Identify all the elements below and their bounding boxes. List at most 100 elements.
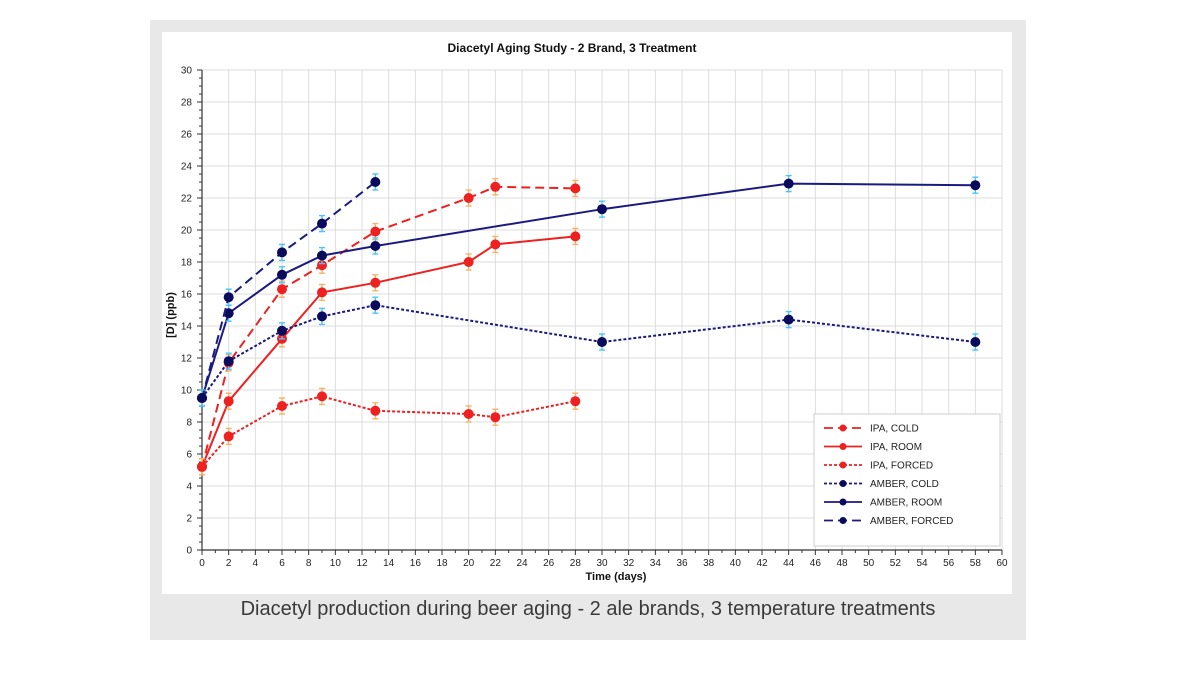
diacetyl-line-chart: 0 2 4 6 8 10 12 14 16 18 20 22 24 26 28 30 32 34 36 38 40 42 4… — [165, 41, 1008, 583]
data-point — [223, 356, 234, 367]
data-point — [197, 461, 207, 472]
chart-title: Diacetyl Aging Study - 2 Brand, 3 Treatm… — [448, 41, 697, 55]
data-point — [277, 401, 287, 411]
x-tick-label: 26 — [543, 558, 555, 569]
legend-label: IPA, FORCED — [870, 461, 933, 472]
data-point — [317, 250, 327, 261]
series-line — [201, 304, 976, 399]
series-amber-room — [197, 174, 981, 407]
series-line — [201, 182, 976, 399]
data-point — [277, 269, 287, 280]
x-tick-label: 10 — [330, 558, 342, 569]
data-point — [370, 300, 381, 311]
x-tick-label: 36 — [676, 558, 688, 569]
data-point — [370, 226, 381, 237]
figure-panel: 0 2 4 6 8 10 12 14 16 18 20 22 24 26 28 30 32 34 36 38 40 42 4… — [150, 20, 1026, 640]
x-tick-label: 50 — [863, 558, 875, 569]
legend-item: IPA, ROOM — [824, 442, 922, 453]
y-tick-label: 18 — [181, 258, 193, 269]
x-tick-label: 56 — [943, 558, 955, 569]
figure-caption: Diacetyl production during beer aging - … — [240, 598, 936, 620]
legend-swatch-marker — [839, 480, 847, 487]
y-tick-label: 12 — [181, 354, 193, 365]
data-point — [370, 405, 381, 416]
data-point — [317, 260, 327, 271]
data-point — [223, 431, 234, 442]
data-point — [370, 241, 381, 251]
data-point — [317, 218, 327, 229]
legend-label: IPA, ROOM — [870, 442, 922, 453]
data-point — [570, 396, 581, 407]
legend-box — [813, 413, 1001, 547]
x-tick-label: 4 — [253, 558, 259, 569]
x-tick-label: 8 — [306, 558, 312, 569]
y-tick-label: 8 — [186, 418, 192, 429]
x-tick-label: 18 — [436, 558, 448, 569]
x-tick-label: 0 — [199, 558, 205, 569]
legend-item: IPA, COLD — [824, 424, 919, 435]
data-point — [277, 247, 287, 258]
data-point — [597, 337, 607, 347]
legend-label: AMBER, ROOM — [870, 498, 942, 509]
series-amber-forced — [197, 173, 381, 407]
x-tick-label: 14 — [383, 558, 395, 569]
x-tick-label: 42 — [756, 558, 768, 569]
x-tick-label: 6 — [279, 558, 285, 569]
data-point — [570, 183, 581, 194]
data-point — [463, 409, 474, 419]
data-point — [970, 337, 981, 347]
legend-swatch-marker — [839, 443, 847, 450]
data-point — [277, 284, 287, 295]
y-tick-label: 26 — [181, 130, 193, 141]
y-tick-label: 10 — [181, 386, 193, 397]
y-tick-label: 14 — [181, 322, 193, 333]
series-ipa-forced — [197, 387, 581, 476]
series-line — [201, 395, 576, 468]
y-tick-label: 2 — [186, 514, 192, 525]
y-axis-label: [D] (ppb) — [165, 292, 177, 338]
chart-legend: IPA, COLD IPA, ROOM IPA, FORCED AMBER, COLD… — [813, 413, 1001, 547]
data-point — [223, 308, 234, 319]
y-tick-label: 16 — [181, 290, 193, 301]
y-tick-label: 28 — [181, 98, 193, 109]
x-tick-label: 12 — [356, 558, 368, 569]
x-tick-label: 44 — [783, 558, 795, 569]
data-point — [597, 204, 607, 215]
x-tick-label: 46 — [810, 558, 822, 569]
data-point — [490, 412, 501, 423]
legend-item: IPA, FORCED — [824, 461, 933, 472]
y-tick-label: 6 — [186, 450, 192, 461]
data-point — [223, 396, 234, 407]
y-tick-label: 22 — [181, 194, 193, 205]
data-point — [490, 239, 501, 250]
data-point — [370, 177, 381, 187]
x-tick-label: 20 — [463, 558, 475, 569]
data-point — [370, 277, 381, 288]
x-tick-label: 54 — [916, 558, 928, 569]
data-point — [317, 391, 327, 402]
y-tick-label: 4 — [186, 482, 192, 493]
data-point — [223, 292, 234, 303]
data-point — [463, 257, 474, 267]
legend-swatch-marker — [839, 461, 847, 469]
plot-area: 0 2 4 6 8 10 12 14 16 18 20 22 24 26 28 30 32 34 36 38 40 42 4… — [162, 32, 1012, 594]
legend-item: AMBER, COLD — [824, 479, 939, 490]
data-point — [317, 287, 327, 298]
data-point — [783, 314, 794, 325]
chart-series — [197, 173, 981, 476]
series-line — [201, 235, 576, 468]
x-tick-label: 40 — [730, 558, 742, 569]
x-tick-label: 34 — [650, 558, 662, 569]
legend-label: AMBER, FORCED — [870, 516, 953, 527]
x-tick-label: 52 — [890, 558, 902, 569]
legend-item: AMBER, ROOM — [824, 498, 942, 509]
x-tick-label: 28 — [570, 558, 582, 569]
x-tick-label: 22 — [490, 558, 502, 569]
y-tick-label: 20 — [181, 226, 193, 237]
series-amber-cold — [197, 296, 981, 407]
y-tick-label: 24 — [181, 162, 193, 173]
data-point — [197, 393, 207, 403]
data-point — [783, 178, 794, 189]
data-point — [490, 181, 501, 192]
data-point — [277, 325, 287, 336]
